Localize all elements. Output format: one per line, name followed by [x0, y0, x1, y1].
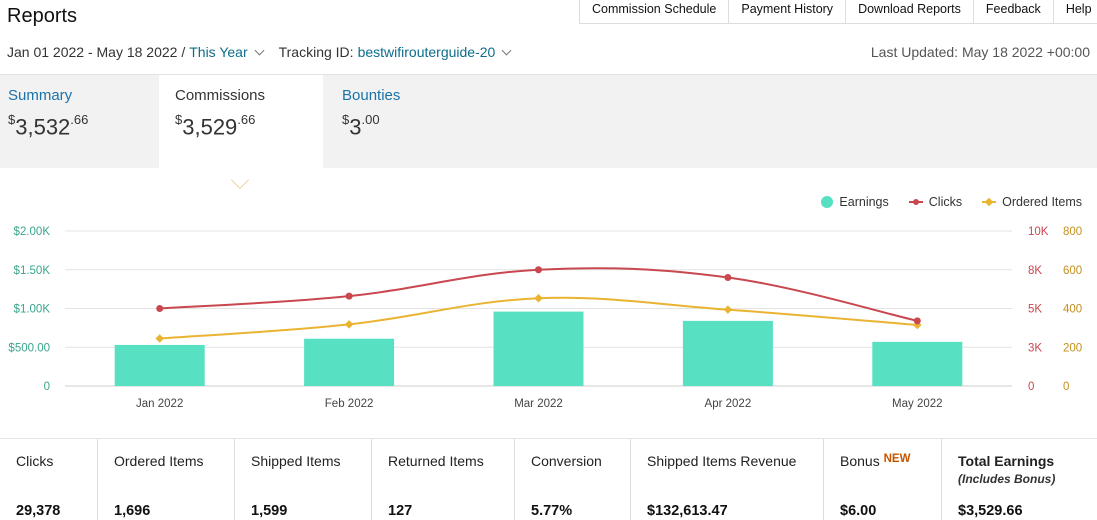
tab-commissions-label: Commissions: [175, 87, 266, 104]
point-ordered-items: [344, 320, 354, 329]
stat-shipped-value: 1,599: [251, 503, 288, 519]
new-badge: NEW: [883, 453, 911, 465]
nav-commission-schedule[interactable]: Commission Schedule: [579, 0, 728, 24]
point-clicks: [535, 266, 542, 274]
active-tab-pointer: [231, 171, 249, 189]
right-tick-label-clicks: 10K: [1028, 226, 1049, 238]
last-updated: Last Updated: May 18 2022 +00:00: [870, 44, 1090, 60]
tab-bounties-label: Bounties: [342, 87, 401, 104]
legend-ordered-marker: [982, 197, 997, 206]
nav-payment-history[interactable]: Payment History: [728, 0, 845, 24]
x-tick-label: Mar 2022: [514, 398, 563, 410]
stat-revenue-value: $132,613.47: [647, 503, 728, 519]
tab-summary[interactable]: Summary $3,532.66: [0, 75, 96, 169]
bar-earnings: [114, 344, 205, 386]
bar-earnings: [304, 338, 395, 386]
right-tick-label-ordered: 0: [1063, 381, 1069, 393]
point-clicks: [345, 292, 353, 300]
tracking-id-label: Tracking ID:: [278, 44, 354, 60]
left-tick-label: $2.00K: [14, 226, 51, 238]
right-tick-label-clicks: 0: [1028, 381, 1034, 393]
nav-feedback[interactable]: Feedback: [972, 0, 1053, 24]
point-clicks: [156, 305, 164, 312]
left-tick-label: $1.50K: [14, 265, 51, 277]
stat-bonus-value: $6.00: [840, 503, 877, 519]
stat-conversion-value: 5.77%: [531, 503, 573, 519]
stats-bar: Clicks 29,378 Ordered Items 1,696 Shippe…: [0, 438, 1097, 520]
right-tick-label-ordered: 800: [1063, 226, 1082, 238]
nav-download-reports[interactable]: Download Reports: [845, 0, 973, 24]
bar-earnings: [682, 320, 773, 386]
chevron-down-icon[interactable]: [254, 45, 265, 56]
stat-total-value: $3,529.66: [958, 503, 1023, 519]
earnings-chart: 0 0 0 $500.00 3K 200 $1.00K 5K 400 $1.50K 8K 600 $2.…: [8, 226, 1082, 410]
right-tick-label-clicks: 3K: [1028, 342, 1042, 354]
stat-ordered-items: Ordered Items 1,696: [97, 439, 234, 520]
chevron-down-icon[interactable]: [501, 45, 512, 56]
left-tick-label: $1.00K: [14, 304, 51, 316]
date-range-text: Jan 01 2022 - May 18 2022 /: [7, 44, 186, 60]
bar-earnings: [872, 341, 963, 386]
tab-commissions[interactable]: Commissions $3,529.66: [159, 75, 323, 173]
x-tick-label: Apr 2022: [705, 398, 752, 410]
stat-returned-items: Returned Items 127: [371, 439, 514, 520]
x-tick-label: May 2022: [892, 398, 943, 410]
stat-ordered-value: 1,696: [114, 503, 151, 519]
top-nav: Commission Schedule Payment History Down…: [579, 0, 1097, 24]
right-tick-label-ordered: 200: [1063, 342, 1082, 354]
nav-help[interactable]: Help: [1052, 0, 1097, 24]
report-tabs: Summary $3,532.66 Commissions $3,529.66 …: [0, 74, 1097, 173]
chart-legend: Earnings Clicks Ordered Items: [801, 195, 1082, 209]
x-tick-label: Jan 2022: [136, 398, 183, 410]
stat-clicks: Clicks 29,378: [16, 453, 61, 519]
stat-returned-value: 127: [388, 503, 413, 519]
tab-summary-amount: $3,532.66: [8, 112, 89, 140]
point-ordered-items: [534, 293, 543, 303]
stat-conversion: Conversion 5.77%: [514, 439, 630, 520]
tab-bounties-amount: $3.00: [342, 112, 380, 140]
page-title: Reports: [7, 5, 78, 27]
tab-bounties[interactable]: Bounties $3.00: [334, 75, 408, 169]
bar-earnings: [493, 311, 584, 386]
right-tick-label-ordered: 600: [1063, 265, 1082, 277]
left-tick-label: 0: [44, 381, 50, 393]
legend-earnings-marker: [821, 196, 834, 208]
left-tick-label: $500.00: [8, 342, 50, 354]
stat-total-sub: (Includes Bonus): [958, 472, 1056, 486]
right-tick-label-clicks: 8K: [1028, 265, 1042, 277]
stat-shipped-items: Shipped Items 1,599: [234, 439, 371, 520]
stat-bonus: Bonus NEW $6.00: [823, 439, 941, 520]
right-tick-label-clicks: 5K: [1028, 304, 1042, 316]
tracking-id-dropdown[interactable]: bestwifirouterguide-20: [357, 44, 496, 60]
right-tick-label-ordered: 400: [1063, 304, 1082, 316]
legend-clicks-marker: [908, 198, 923, 205]
stat-clicks-value: 29,378: [16, 503, 61, 519]
period-dropdown[interactable]: This Year: [189, 44, 248, 60]
stat-shipped-revenue: Shipped Items Revenue $132,613.47: [630, 439, 823, 520]
tab-summary-label: Summary: [8, 87, 73, 104]
point-clicks: [913, 317, 921, 325]
point-ordered-items: [723, 305, 733, 314]
stat-total-earnings: Total Earnings (Includes Bonus) $3,529.6…: [941, 439, 1097, 520]
legend-earnings[interactable]: Earnings: [821, 195, 889, 209]
legend-ordered-items[interactable]: Ordered Items: [982, 195, 1082, 209]
legend-clicks[interactable]: Clicks: [908, 195, 962, 209]
tab-commissions-amount: $3,529.66: [175, 112, 256, 140]
point-clicks: [724, 274, 732, 281]
x-tick-label: Feb 2022: [325, 398, 374, 410]
point-ordered-items: [155, 334, 164, 343]
filter-bar: Jan 01 2022 - May 18 2022 / This Year Tr…: [7, 44, 516, 60]
